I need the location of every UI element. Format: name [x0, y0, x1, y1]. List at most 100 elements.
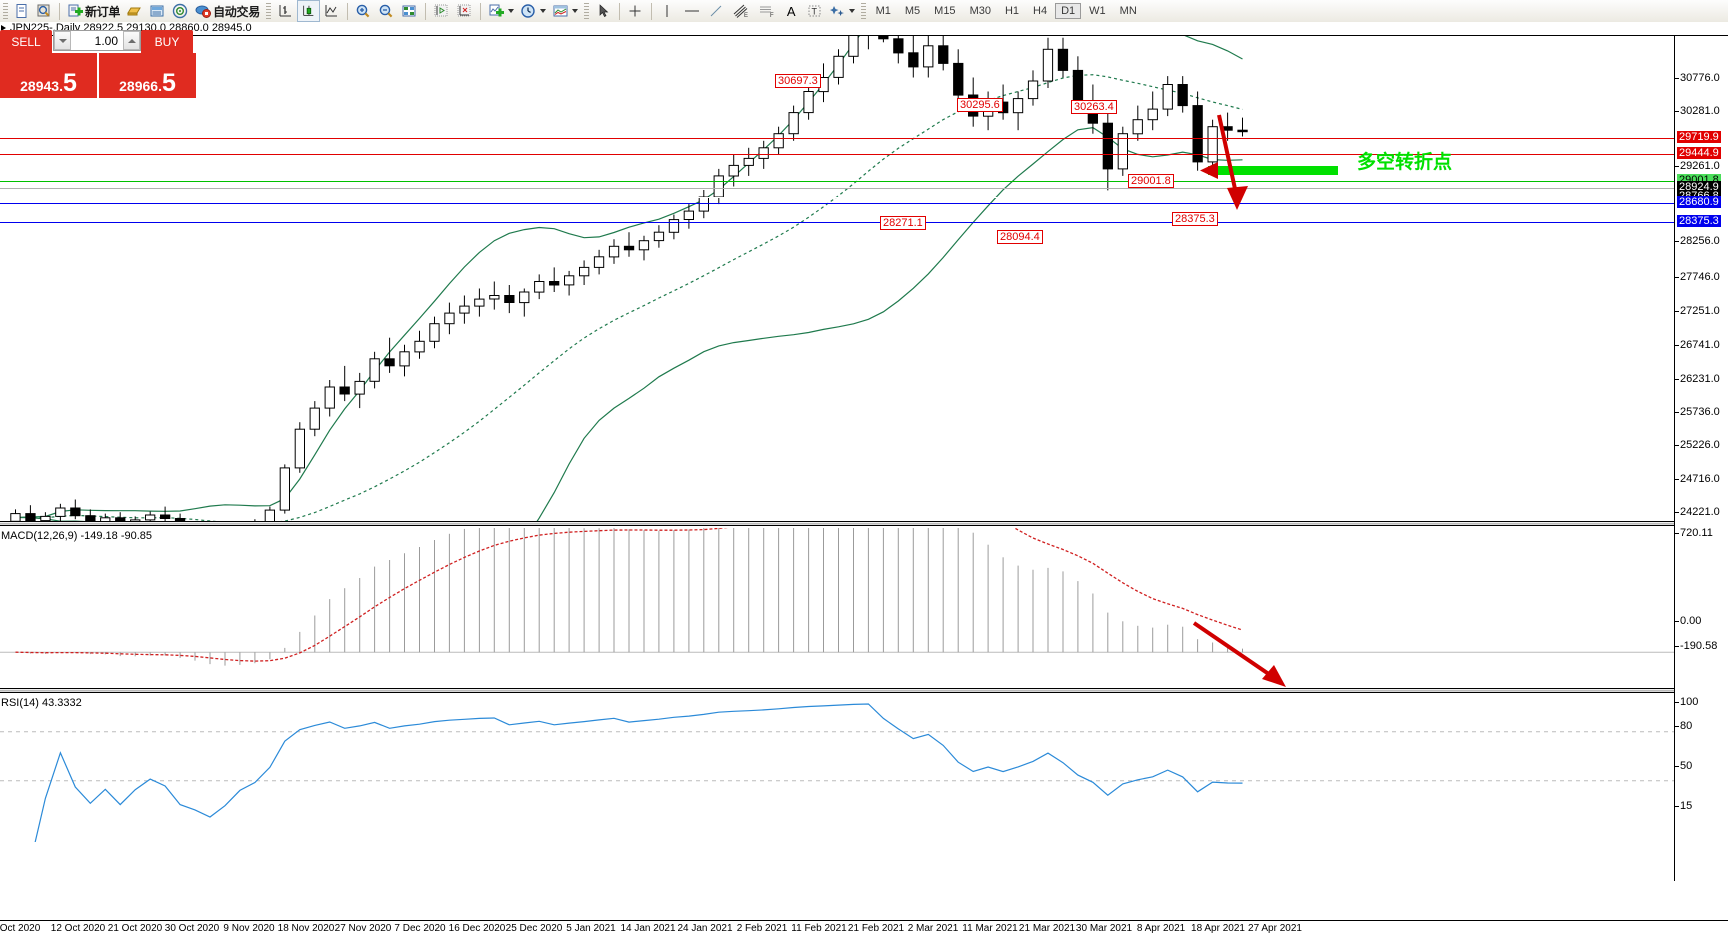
gold-bar-icon[interactable]: [123, 1, 146, 21]
fibonacci-icon[interactable]: F: [754, 1, 780, 21]
macd-tick-label: 720.11: [1680, 527, 1713, 539]
date-tick: 2 Feb 2021: [736, 923, 788, 934]
bar-chart-icon[interactable]: [274, 1, 297, 21]
date-axis[interactable]: Oct 2020 12 Oct 2020 21 Oct 2020 30 Oct 202…: [0, 920, 1728, 938]
period-icon[interactable]: [517, 1, 549, 21]
price-tick-label: 25736.0: [1680, 406, 1720, 418]
buy-button[interactable]: BUY: [141, 30, 193, 53]
chevron-down-icon-3[interactable]: [571, 9, 578, 13]
annotation-arrow-red-down: [1217, 114, 1248, 210]
equidistant-channel-icon[interactable]: E: [728, 1, 754, 21]
macd-arrow-red: [1192, 621, 1286, 687]
vertical-line-icon[interactable]: [656, 1, 679, 21]
macd-series: [0, 528, 1674, 666]
date-tick: Oct 2020: [0, 923, 41, 934]
date-tick: 9 Nov 2020: [223, 923, 275, 934]
volume-decrease-button[interactable]: [54, 31, 71, 50]
timeframe-w1[interactable]: W1: [1089, 5, 1106, 17]
price-tick-label: 26231.0: [1680, 373, 1720, 385]
price-level-label[interactable]: 28680.9: [1677, 196, 1721, 208]
zoom-in-icon[interactable]: [352, 1, 375, 21]
price-tick-label: 24221.0: [1680, 506, 1720, 518]
timeframe-h1[interactable]: H1: [1004, 5, 1020, 17]
timeframe-m1[interactable]: M1: [875, 5, 891, 17]
date-tick: 18 Apr 2021: [1191, 923, 1245, 934]
sell-button[interactable]: SELL: [0, 30, 52, 53]
buy-price[interactable]: 28966 . 5: [99, 53, 196, 98]
one-click-trading-panel[interactable]: SELL 1.00 BUY 28943 . 5 28966 . 5: [0, 30, 196, 98]
rsi-tick-label: 80: [1680, 720, 1693, 732]
toolbar-grip-2[interactable]: [265, 2, 271, 20]
timeframe-m15[interactable]: M15: [934, 5, 956, 17]
price-tick-label: 24716.0: [1680, 473, 1720, 485]
autoscroll-icon[interactable]: [453, 1, 476, 21]
macd-label: MACD(12,26,9) -149.18 -90.85: [1, 530, 153, 542]
date-tick: 7 Dec 2020: [394, 923, 446, 934]
price-pane[interactable]: [0, 36, 1674, 521]
chart-window: JPN225-,Daily 28922.5 29130.0 28860.0 28…: [0, 22, 1728, 938]
volume-input[interactable]: 1.00: [53, 30, 141, 51]
magnifier-icon[interactable]: [33, 1, 55, 21]
price-tick-label: 25226.0: [1680, 439, 1720, 451]
toolbar-grip-3[interactable]: [583, 2, 589, 20]
text-tool-icon[interactable]: A: [780, 1, 803, 21]
auto-trading-button[interactable]: 自动交易: [192, 1, 263, 21]
timeframe-group: M1 M5 M15 M30 H1 H4 D1 W1 MN: [869, 3, 1144, 19]
auto-trading-label: 自动交易: [213, 4, 260, 19]
price-level-label[interactable]: 29719.9: [1677, 131, 1721, 143]
rsi-pane[interactable]: [0, 695, 1674, 842]
date-tick: 12 Oct 2020: [50, 923, 106, 934]
price-tick-label: 30281.0: [1680, 105, 1720, 117]
main-toolbar: 新订单 自动交易: [0, 0, 1728, 23]
date-tick: 30 Oct 2020: [164, 923, 220, 934]
pane-separator-1[interactable]: [0, 521, 1674, 526]
volume-value[interactable]: 1.00: [94, 33, 118, 48]
new-order-button[interactable]: 新订单: [64, 1, 123, 21]
pane-separator-2[interactable]: [0, 688, 1674, 693]
zoom-out-icon[interactable]: [375, 1, 398, 21]
toolbar-divider-2: [346, 2, 348, 20]
timeframe-h4[interactable]: H4: [1033, 5, 1048, 17]
buy-price-frac: 5: [161, 69, 176, 97]
horizontal-line-icon[interactable]: [679, 1, 705, 21]
macd-pane[interactable]: [0, 528, 1674, 688]
add-indicator-icon[interactable]: [485, 1, 517, 21]
shapes-icon[interactable]: [826, 1, 858, 21]
trendline-icon[interactable]: [705, 1, 728, 21]
price-level-label[interactable]: 28375.3: [1677, 215, 1721, 227]
chevron-down-icon[interactable]: [507, 9, 514, 13]
cursor-icon[interactable]: [592, 1, 615, 21]
candlestick-icon[interactable]: [296, 0, 320, 22]
symbol-info-bar: JPN225-,Daily 28922.5 29130.0 28860.0 28…: [0, 22, 1728, 36]
price-level-label[interactable]: 29444.9: [1677, 147, 1721, 159]
macd-axis[interactable]: 720.11 0.00 -190.58: [1674, 527, 1728, 688]
grid-icon[interactable]: [398, 1, 421, 21]
crosshair-icon[interactable]: [624, 1, 647, 21]
timeframe-m5[interactable]: M5: [904, 5, 921, 17]
macd-tick-label: -190.58: [1680, 640, 1718, 652]
date-tick: 24 Jan 2021: [677, 923, 733, 934]
rsi-axis[interactable]: 100 80 50 15: [1674, 695, 1728, 842]
date-tick: 25 Dec 2020: [505, 923, 563, 934]
label-tool-icon[interactable]: T: [803, 1, 826, 21]
toolbar-grip-4[interactable]: [860, 2, 866, 20]
rsi-label: RSI(14) 43.3332: [1, 697, 82, 709]
sell-price[interactable]: 28943 . 5: [0, 53, 97, 98]
volume-increase-button[interactable]: [123, 31, 140, 50]
terminal-icon[interactable]: [146, 1, 169, 21]
toolbar-grip[interactable]: [3, 2, 8, 20]
timeframe-m30[interactable]: M30: [969, 5, 991, 17]
signal-icon[interactable]: [169, 1, 192, 21]
rsi-tick-label: 15: [1680, 800, 1693, 812]
timeframe-mn[interactable]: MN: [1119, 5, 1137, 17]
document-icon[interactable]: [11, 1, 33, 21]
svg-text:F: F: [770, 13, 774, 19]
timeframe-d1[interactable]: D1: [1055, 3, 1082, 19]
chevron-down-icon-2[interactable]: [539, 9, 546, 13]
rsi-tick-label: 100: [1680, 696, 1699, 708]
date-tick: 30 Mar 2021: [1075, 923, 1133, 934]
line-chart-icon[interactable]: [320, 1, 343, 21]
chevron-down-icon-4[interactable]: [848, 9, 855, 13]
shift-icon[interactable]: [430, 1, 453, 21]
templates-icon[interactable]: [549, 1, 581, 21]
